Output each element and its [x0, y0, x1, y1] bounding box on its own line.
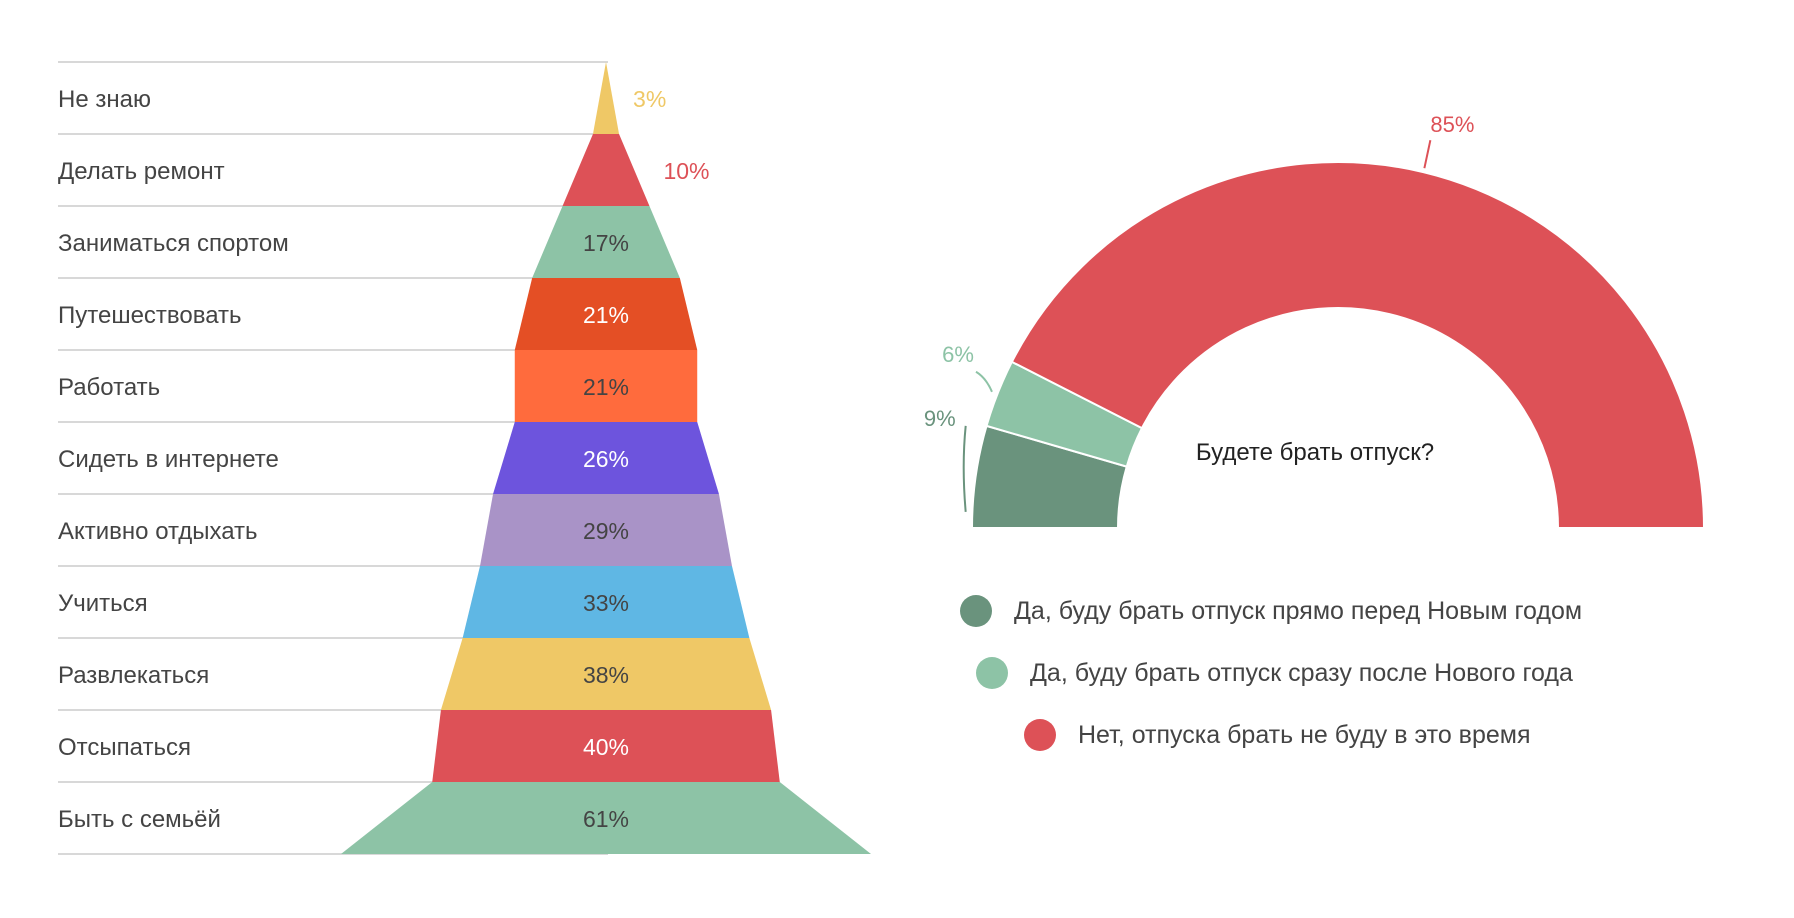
legend-dot [960, 595, 992, 627]
value-label: 33% [583, 590, 629, 616]
value-label: 29% [583, 518, 629, 544]
category-label: Учиться [58, 590, 148, 617]
category-label: Путешествовать [58, 302, 242, 329]
value-label: 3% [633, 86, 666, 112]
category-label: Развлекаться [58, 662, 209, 689]
category-label: Делать ремонт [58, 158, 225, 185]
slice-value-label: 85% [1430, 112, 1474, 137]
value-label: 38% [583, 662, 629, 688]
value-label: 17% [583, 230, 629, 256]
slice-value-label: 9% [924, 406, 956, 431]
label-leader-line [975, 370, 993, 393]
funnel-segment [532, 206, 680, 278]
legend-item: Нет, отпуска брать не буду в это время [960, 704, 1740, 766]
funnel-segment [514, 278, 698, 350]
category-label: Не знаю [58, 86, 151, 113]
category-label: Быть с семьёй [58, 806, 221, 833]
half-donut-chart: 9% 6% 85% Будете брать отпуск? [924, 112, 1706, 529]
donut-slice [1010, 161, 1706, 529]
value-label: 10% [663, 158, 709, 184]
legend-label: Нет, отпуска брать не буду в это время [1078, 720, 1531, 749]
funnel-segment [341, 782, 871, 854]
value-label: 40% [583, 734, 629, 760]
donut-legend: Да, буду брать отпуск прямо перед Новым … [960, 580, 1740, 766]
funnel-chart: Не знаю 3% Делать ремонт 10% Заниматься спор… [58, 61, 871, 855]
value-label: 21% [583, 302, 629, 328]
legend-dot [1024, 719, 1056, 751]
category-label: Сидеть в интернете [58, 446, 279, 473]
value-label: 26% [583, 446, 629, 472]
funnel-segment [440, 638, 772, 710]
category-label: Отсыпаться [58, 734, 191, 761]
funnel-segment [514, 350, 698, 422]
funnel-segment [432, 710, 780, 782]
slice-value-label: 6% [942, 342, 974, 367]
value-label: 21% [583, 374, 629, 400]
legend-item: Да, буду брать отпуск сразу после Нового… [960, 642, 1740, 704]
label-leader-line [1423, 140, 1432, 169]
label-leader-line [962, 425, 967, 512]
funnel-segment [493, 422, 719, 494]
funnel-segment [592, 62, 620, 134]
legend-item: Да, буду брать отпуск прямо перед Новым … [960, 580, 1740, 642]
funnel-segment [562, 134, 650, 206]
category-label: Заниматься спортом [58, 230, 289, 257]
legend-label: Да, буду брать отпуск прямо перед Новым … [1014, 596, 1583, 625]
funnel-segment [462, 566, 750, 638]
category-label: Работать [58, 374, 160, 401]
funnel-segment [480, 494, 732, 566]
legend-label: Да, буду брать отпуск сразу после Нового… [1030, 658, 1573, 687]
donut-title: Будете брать отпуск? [1196, 439, 1434, 466]
category-label: Активно отдыхать [58, 518, 258, 545]
value-label: 61% [583, 806, 629, 832]
legend-dot [976, 657, 1008, 689]
